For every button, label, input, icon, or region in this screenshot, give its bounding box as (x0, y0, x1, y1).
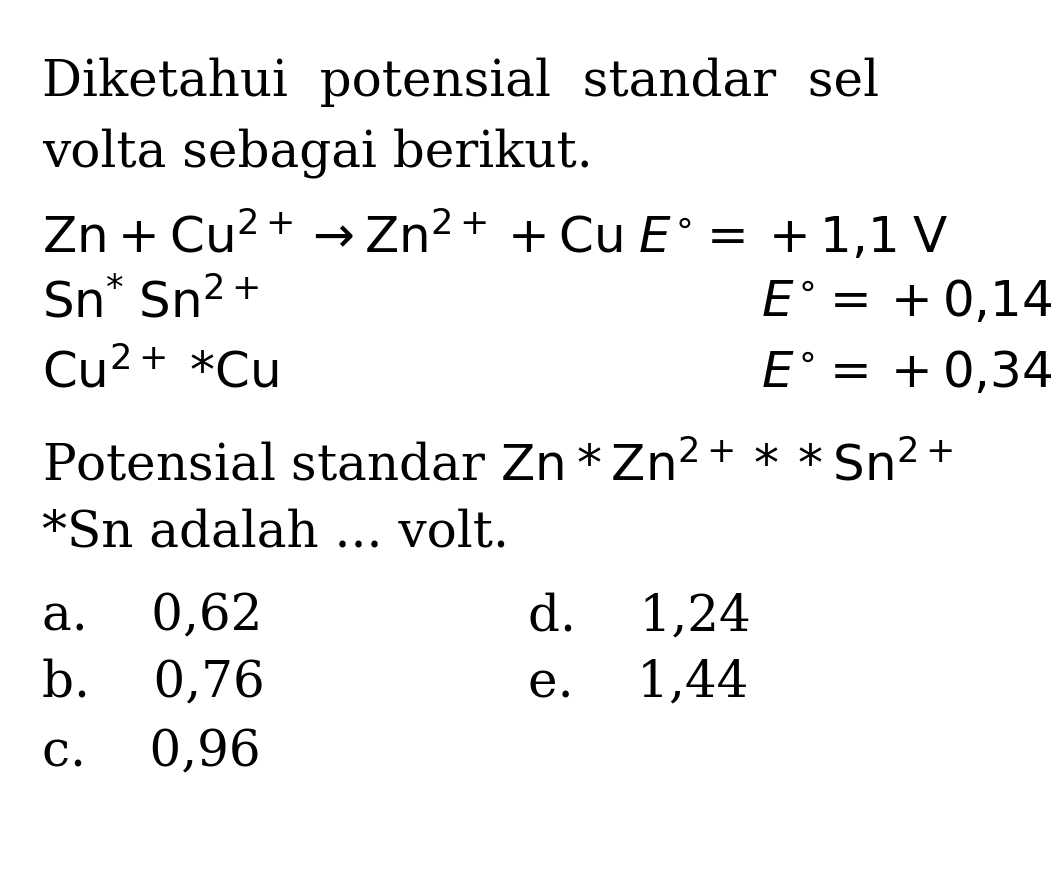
Text: a.    0,62: a. 0,62 (42, 592, 262, 641)
Text: volta sebagai berikut.: volta sebagai berikut. (42, 128, 593, 178)
Text: e.    1,44: e. 1,44 (528, 658, 748, 707)
Text: *Sn adalah ... volt.: *Sn adalah ... volt. (42, 508, 509, 557)
Text: Diketahui  potensial  standar  sel: Diketahui potensial standar sel (42, 57, 879, 107)
Text: $\mathit{E}^{\circ} = +0{,}14\;\mathrm{V}$: $\mathit{E}^{\circ} = +0{,}14\;\mathrm{V… (761, 278, 1057, 326)
Text: $\mathrm{Cu^{2+}\;{*}Cu}$: $\mathrm{Cu^{2+}\;{*}Cu}$ (42, 349, 278, 397)
Text: d.    1,24: d. 1,24 (528, 592, 752, 641)
Text: c.    0,96: c. 0,96 (42, 728, 261, 778)
Text: $\mathit{E}^{\circ} = +0{,}34\;\mathrm{V}$: $\mathit{E}^{\circ} = +0{,}34\;\mathrm{V… (761, 349, 1057, 396)
Text: $\mathrm{Sn^{*}\;Sn^{2+}}$: $\mathrm{Sn^{*}\;Sn^{2+}}$ (42, 278, 259, 327)
Text: $\mathrm{Zn + Cu^{2+} \rightarrow Zn^{2+} + Cu}$$\;\mathit{E}^{\circ} = +1{,}1\;: $\mathrm{Zn + Cu^{2+} \rightarrow Zn^{2+… (42, 208, 949, 262)
Text: b.    0,76: b. 0,76 (42, 658, 265, 707)
Text: Potensial standar $\mathrm{Zn * Zn^{2+} ** Sn^{2+}}$: Potensial standar $\mathrm{Zn * Zn^{2+} … (42, 442, 953, 491)
